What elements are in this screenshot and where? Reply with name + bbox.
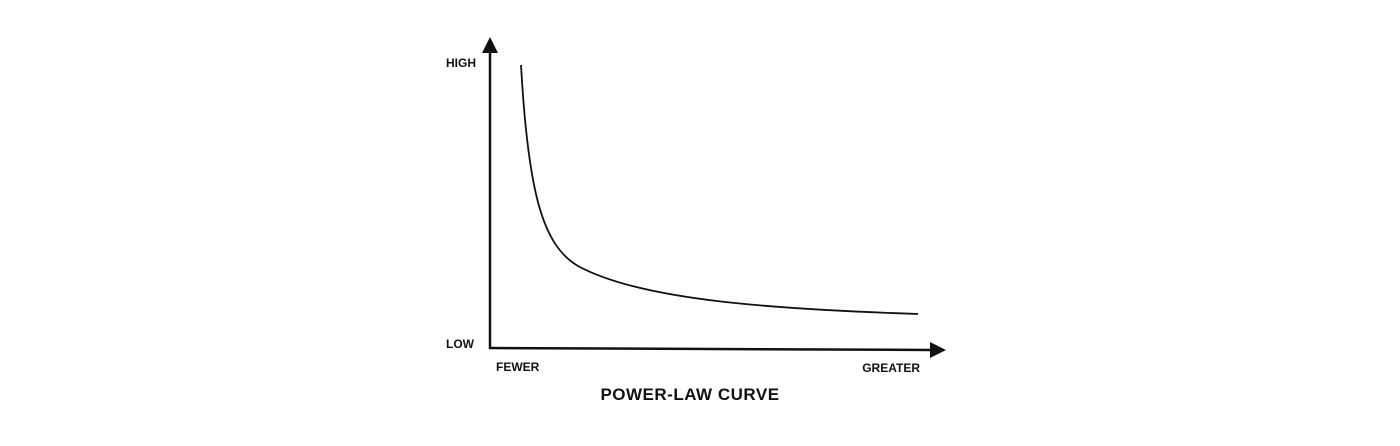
y-high-label: HIGH bbox=[446, 56, 476, 70]
y-axis-arrow bbox=[482, 37, 498, 53]
power-law-curve bbox=[520, 64, 919, 315]
diagram-title: POWER-LAW CURVE bbox=[600, 385, 779, 404]
x-axis-arrow bbox=[930, 342, 946, 358]
x-axis bbox=[488, 346, 933, 352]
x-low-label: FEWER bbox=[496, 360, 540, 374]
x-high-label: GREATER bbox=[862, 361, 920, 375]
y-low-label: LOW bbox=[446, 337, 475, 351]
